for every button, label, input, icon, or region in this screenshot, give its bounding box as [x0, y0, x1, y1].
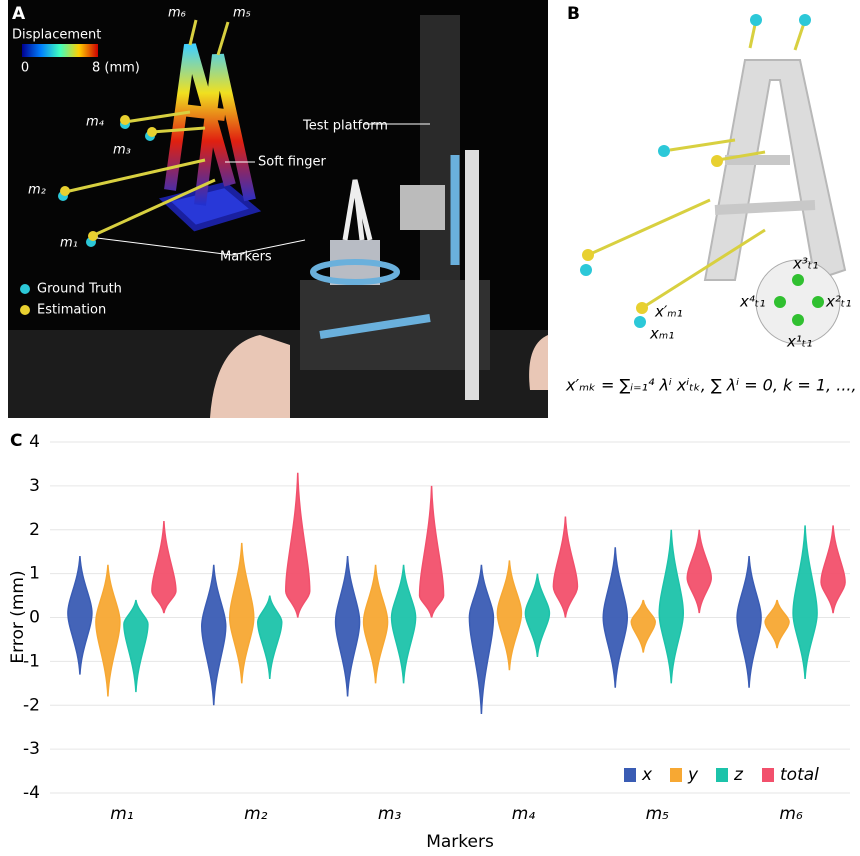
panel-label: C	[10, 431, 22, 451]
x-tick-label: m₆	[779, 804, 803, 824]
legend-label: x	[641, 765, 653, 785]
violin	[420, 486, 444, 618]
formula: x′ₘₖ = ∑ᵢ₌₁⁴ λⁱ xⁱₜₖ, ∑ λⁱ = 0, k = 1, .…	[565, 376, 860, 395]
colorbar	[22, 44, 98, 57]
violin	[364, 565, 388, 683]
y-tick-label: 0	[29, 608, 40, 628]
violin	[230, 543, 254, 683]
point-label: x²ₜ₁	[825, 293, 851, 311]
panel-c: C Error (mm) Markers -4 -3 -2 -1 0 1 2 3 4 m₁ m₂ m₃…	[8, 431, 850, 852]
violin	[497, 560, 521, 670]
violin	[553, 517, 577, 618]
x-tick-label: m₃	[378, 804, 402, 824]
violin	[258, 596, 282, 679]
panel-label: B	[567, 4, 580, 24]
x-tick-label: m₄	[512, 804, 536, 824]
x-tick-label: m₁	[110, 804, 133, 824]
violin	[392, 565, 416, 683]
x-tick-label: m₂	[244, 804, 268, 824]
colorbar-title: Displacement	[12, 28, 101, 43]
ruler	[465, 150, 479, 400]
y-tick-label: 2	[29, 520, 40, 540]
point-label: xₘ₁	[649, 325, 674, 343]
marker-label: m₄	[86, 115, 105, 130]
colorbar-min: 0	[21, 61, 29, 76]
y-tick-label: -1	[23, 651, 40, 671]
y-tick-label: 3	[29, 476, 40, 496]
marker-label: m₁	[60, 236, 78, 251]
point-label: x¹ₜ₁	[786, 333, 812, 351]
violin	[631, 600, 655, 653]
figure: A Displacement 0 8 (mm) m₆ m₅ m₄ m₃ m₂ m…	[0, 0, 860, 856]
annotation: Markers	[220, 250, 272, 265]
violin	[603, 547, 627, 687]
legend-label: Ground Truth	[37, 282, 122, 297]
violin	[659, 530, 683, 684]
violin	[525, 574, 549, 657]
marker-label: m₂	[28, 183, 46, 198]
colorbar-max: 8 (mm)	[92, 61, 140, 76]
legend-swatch	[762, 768, 774, 782]
page: {"panel_a": {"label": "A", "colorbar_tit…	[0, 0, 860, 856]
legend-swatch	[20, 284, 30, 294]
rig-block	[400, 185, 445, 230]
legend-label: Estimation	[37, 303, 106, 318]
point-label: x³ₜ₁	[792, 255, 818, 273]
violin	[687, 530, 711, 613]
legend-swatch	[716, 768, 728, 782]
legend-label: y	[687, 765, 699, 785]
legend-label: z	[733, 765, 744, 785]
violin	[336, 556, 360, 696]
violin	[737, 556, 761, 688]
marker-label: m₃	[113, 143, 131, 158]
annotation: Soft finger	[258, 155, 326, 170]
y-tick-label: -3	[23, 739, 40, 759]
y-axis-title: Error (mm)	[8, 570, 28, 663]
panel-label: A	[12, 4, 26, 24]
point-label: x⁴ₜ₁	[739, 293, 765, 311]
annotation: Test platform	[302, 119, 388, 134]
y-tick-label: -4	[23, 783, 40, 803]
violin	[469, 565, 493, 714]
legend-swatch	[670, 768, 682, 782]
y-tick-label: 1	[29, 564, 40, 584]
violin	[124, 600, 148, 692]
violin	[821, 525, 845, 613]
point-label: x′ₘ₁	[654, 303, 683, 321]
marker-label: m₅	[233, 6, 251, 21]
violin	[202, 565, 226, 705]
violin	[152, 521, 176, 613]
x-axis-title: Markers	[426, 832, 494, 852]
y-tick-label: -2	[23, 695, 40, 715]
violin	[286, 473, 310, 618]
panel-a: A Displacement 0 8 (mm) m₆ m₅ m₄ m₃ m₂ m…	[8, 0, 548, 418]
panel-b: B x′ₘ₁ xₘ₁ x³ₜ₁ x⁴ₜ₁ x²ₜ₁ x¹ₜ₁ x′ₘₖ = ∑ᵢ…	[565, 4, 860, 395]
violin	[96, 565, 120, 697]
marker-label: m₆	[168, 6, 186, 21]
finger-mesh	[705, 60, 845, 280]
y-tick-label: 4	[29, 432, 40, 452]
x-tick-label: m₅	[646, 804, 670, 824]
legend-swatch	[624, 768, 636, 782]
violin	[793, 525, 817, 679]
legend-label: total	[780, 765, 819, 785]
legend-swatch	[20, 305, 30, 315]
violin	[765, 600, 789, 648]
